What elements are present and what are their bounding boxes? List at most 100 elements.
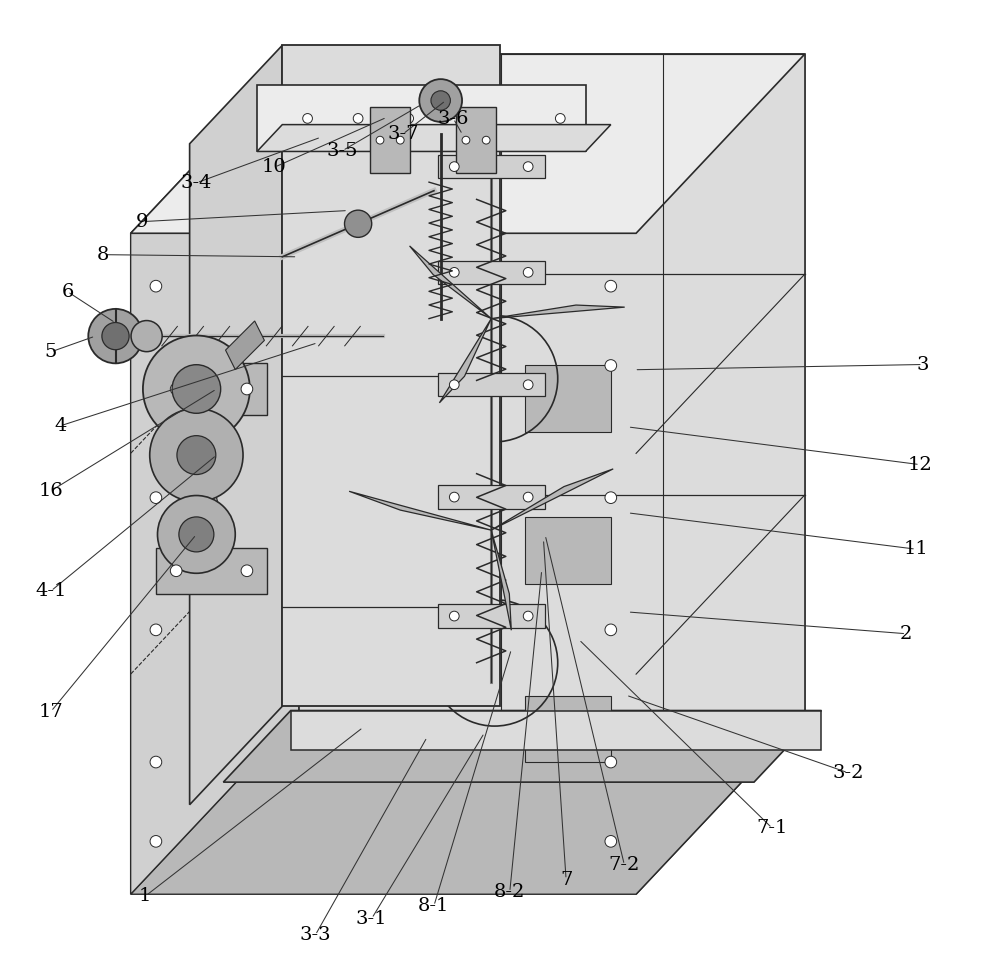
Polygon shape xyxy=(226,321,264,369)
Text: 5: 5 xyxy=(45,343,57,361)
Polygon shape xyxy=(525,696,611,762)
Circle shape xyxy=(605,756,617,768)
Text: 9: 9 xyxy=(136,213,149,230)
Circle shape xyxy=(150,836,162,848)
Circle shape xyxy=(449,492,459,502)
Circle shape xyxy=(523,492,533,502)
Circle shape xyxy=(376,136,384,144)
Circle shape xyxy=(523,161,533,171)
Text: 10: 10 xyxy=(262,158,287,176)
Circle shape xyxy=(179,517,214,552)
Text: 3-4: 3-4 xyxy=(181,174,212,191)
Circle shape xyxy=(170,565,182,576)
Polygon shape xyxy=(223,711,821,782)
Circle shape xyxy=(88,309,143,364)
Text: 7: 7 xyxy=(560,871,572,888)
Circle shape xyxy=(303,114,312,123)
Text: 3-2: 3-2 xyxy=(832,764,864,781)
Text: 7-2: 7-2 xyxy=(609,856,640,874)
Circle shape xyxy=(131,321,162,352)
Text: 3-6: 3-6 xyxy=(438,110,469,127)
FancyBboxPatch shape xyxy=(438,373,545,397)
Circle shape xyxy=(345,210,372,237)
Polygon shape xyxy=(131,54,299,894)
Polygon shape xyxy=(282,46,500,707)
Circle shape xyxy=(431,90,450,110)
Polygon shape xyxy=(439,319,491,402)
Polygon shape xyxy=(456,107,496,173)
Polygon shape xyxy=(636,54,805,894)
Polygon shape xyxy=(131,715,805,894)
Circle shape xyxy=(143,335,250,442)
Text: 3: 3 xyxy=(917,356,929,373)
Polygon shape xyxy=(370,107,410,173)
Text: 16: 16 xyxy=(39,482,63,500)
Text: 3-7: 3-7 xyxy=(387,125,419,143)
Text: 3-1: 3-1 xyxy=(356,910,387,927)
Circle shape xyxy=(449,611,459,621)
Polygon shape xyxy=(257,86,586,152)
Circle shape xyxy=(353,114,363,123)
Polygon shape xyxy=(410,246,491,319)
Circle shape xyxy=(150,280,162,292)
Circle shape xyxy=(449,380,459,390)
Polygon shape xyxy=(491,530,511,630)
Circle shape xyxy=(482,136,490,144)
Circle shape xyxy=(241,383,253,395)
FancyBboxPatch shape xyxy=(438,605,545,628)
Polygon shape xyxy=(299,54,805,715)
Circle shape xyxy=(605,280,617,292)
Circle shape xyxy=(605,624,617,636)
Circle shape xyxy=(462,136,470,144)
Circle shape xyxy=(150,360,162,371)
Polygon shape xyxy=(491,305,625,319)
Circle shape xyxy=(170,383,182,395)
Text: 3-5: 3-5 xyxy=(327,142,358,159)
Circle shape xyxy=(605,360,617,371)
Text: 8-1: 8-1 xyxy=(418,897,450,915)
Circle shape xyxy=(172,364,221,413)
Polygon shape xyxy=(525,365,611,432)
Text: 8-2: 8-2 xyxy=(494,884,525,901)
Polygon shape xyxy=(491,469,613,530)
Circle shape xyxy=(150,492,162,503)
Polygon shape xyxy=(257,124,611,152)
FancyBboxPatch shape xyxy=(438,155,545,178)
Text: 17: 17 xyxy=(39,703,63,720)
Text: 6: 6 xyxy=(61,283,74,300)
Circle shape xyxy=(241,565,253,576)
Circle shape xyxy=(404,114,414,123)
Polygon shape xyxy=(190,46,282,805)
Circle shape xyxy=(150,624,162,636)
Polygon shape xyxy=(525,517,611,583)
Text: 7-1: 7-1 xyxy=(756,819,788,837)
Circle shape xyxy=(605,836,617,848)
Text: 8: 8 xyxy=(97,246,110,263)
Circle shape xyxy=(150,408,243,502)
Circle shape xyxy=(150,756,162,768)
Polygon shape xyxy=(131,54,805,233)
Circle shape xyxy=(523,611,533,621)
Circle shape xyxy=(419,79,462,122)
FancyBboxPatch shape xyxy=(438,485,545,508)
Circle shape xyxy=(523,267,533,277)
Text: 2: 2 xyxy=(900,625,912,642)
Circle shape xyxy=(396,136,404,144)
Text: 4-1: 4-1 xyxy=(35,582,67,600)
Circle shape xyxy=(480,114,489,123)
Circle shape xyxy=(523,380,533,390)
FancyBboxPatch shape xyxy=(438,260,545,284)
Circle shape xyxy=(102,323,129,350)
Text: 12: 12 xyxy=(908,456,932,473)
Polygon shape xyxy=(156,363,267,415)
Circle shape xyxy=(177,435,216,474)
Text: 11: 11 xyxy=(904,540,928,558)
Polygon shape xyxy=(291,711,821,750)
Text: 3-3: 3-3 xyxy=(300,926,331,944)
Polygon shape xyxy=(349,491,491,530)
Circle shape xyxy=(157,496,235,573)
Circle shape xyxy=(605,492,617,503)
Circle shape xyxy=(449,161,459,171)
Text: 4: 4 xyxy=(54,417,67,434)
Polygon shape xyxy=(156,547,267,594)
